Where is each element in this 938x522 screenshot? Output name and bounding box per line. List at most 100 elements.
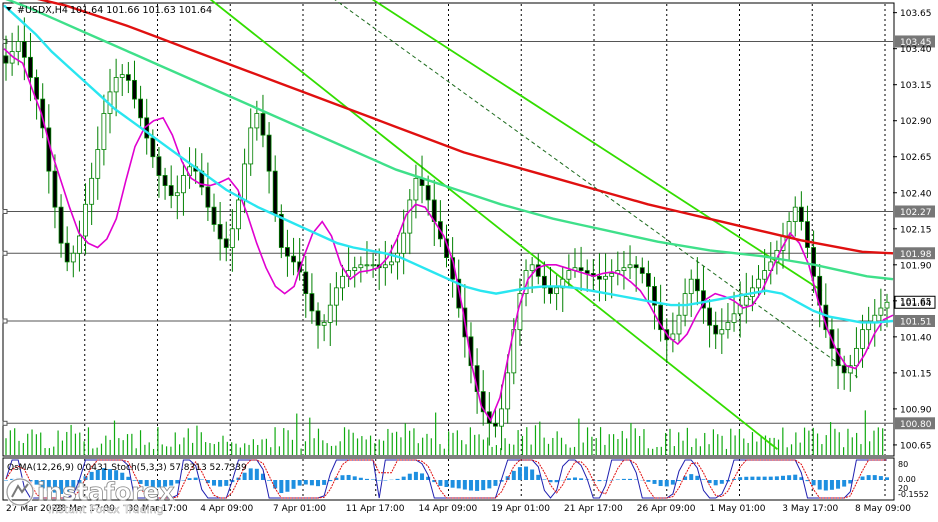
candle-body [885, 302, 889, 308]
osma-bar [493, 480, 497, 486]
time-label: 19 Apr 01:00 [491, 504, 550, 514]
candle-body [677, 315, 681, 334]
level-marker [3, 421, 7, 425]
osma-bar [310, 480, 314, 485]
price-tick-label: 102.90 [900, 117, 932, 127]
price-axis: 103.65103.40103.15102.90102.65102.40102.… [893, 9, 932, 451]
osma-bar [530, 470, 534, 481]
osma-bar [243, 473, 247, 480]
candle-body [861, 330, 865, 349]
logo-tagline: Instant Forex Trading [48, 503, 164, 516]
osma-bar [677, 480, 681, 481]
candle-body [763, 271, 767, 280]
level-marker [3, 319, 7, 323]
candle-body [579, 268, 583, 271]
osma-bar [542, 479, 546, 480]
osma-bar [402, 477, 406, 480]
osma-bar [830, 480, 834, 490]
candle-body [77, 236, 81, 253]
candle-body [316, 311, 320, 325]
osma-bar [787, 475, 791, 480]
candle-body [28, 57, 32, 77]
candle-body [597, 276, 601, 279]
osma-bar [701, 479, 705, 480]
header: #USDX,H4 101.64 101.66 101.63 101.64 [6, 5, 212, 16]
osma-bar [469, 480, 473, 491]
candle-body [126, 75, 130, 81]
osma-bar [408, 474, 412, 480]
time-label: 8 May 09:00 [855, 504, 911, 514]
osma-bar [463, 480, 467, 490]
osma-bar [438, 480, 442, 486]
osma-bar [646, 480, 650, 482]
candle-body [799, 207, 803, 221]
candle-body [426, 186, 430, 200]
osma-bar [359, 478, 363, 480]
price-tick-label: 100.65 [900, 441, 932, 451]
candle-body [689, 279, 693, 293]
osma-bar [671, 480, 675, 485]
candle-body [84, 204, 88, 236]
candle-body [732, 314, 736, 323]
osma-bar [518, 467, 522, 480]
candle-body [334, 288, 338, 305]
candle-body [102, 114, 106, 150]
time-label: 3 May 17:00 [782, 504, 838, 514]
candle-body [389, 262, 393, 265]
candle-body [139, 99, 143, 118]
osma-bar [836, 480, 840, 489]
osma-bar [536, 475, 540, 480]
osma-bar [420, 473, 424, 480]
time-label: 7 Apr 01:00 [273, 504, 326, 514]
osma-bar [732, 479, 736, 480]
candle-body [714, 325, 718, 334]
candle-body [530, 265, 534, 271]
logo-brand: instaforex [37, 478, 175, 506]
osma-bar [695, 476, 699, 480]
candle-body [206, 187, 210, 207]
price-tick-label: 102.40 [900, 189, 932, 199]
osma-bar [812, 480, 816, 485]
time-label: 14 Apr 09:00 [419, 504, 478, 514]
candle-body [120, 75, 124, 78]
candle-body [163, 175, 167, 185]
candle-body [640, 268, 644, 274]
osma-bar [861, 477, 865, 481]
candle-body [157, 157, 161, 176]
osma-bar [365, 479, 369, 480]
osma-bar [292, 480, 296, 489]
osma-bar [255, 469, 259, 480]
candle-body [328, 305, 332, 322]
osma-bar [512, 471, 516, 480]
osma-bar [738, 477, 742, 480]
level-marker [3, 251, 7, 255]
candle-body [365, 265, 369, 266]
osma-bar [781, 476, 785, 480]
osma-bar [653, 480, 657, 484]
candle-body [493, 423, 497, 426]
candle-body [236, 200, 240, 229]
candle-body [261, 114, 265, 136]
candle-body [879, 308, 883, 315]
candle-body [555, 288, 559, 294]
price-tick-label: 100.90 [900, 405, 932, 415]
osma-bar [298, 480, 302, 486]
osma-bar [665, 480, 669, 486]
price-tick-label: 103.15 [900, 81, 932, 91]
candle-body [292, 256, 296, 262]
time-label: 1 May 01:00 [710, 504, 766, 514]
osma-bar [714, 480, 718, 485]
osma-bar [4, 480, 8, 481]
candle-body [408, 200, 412, 233]
osma-bar [304, 480, 308, 484]
time-label: 21 Apr 17:00 [564, 504, 623, 514]
candle-body [506, 373, 510, 409]
osma-bar [873, 475, 877, 480]
candle-body [726, 322, 730, 329]
candle-body [16, 41, 20, 51]
candle-body [255, 114, 259, 128]
osma-bar [475, 480, 479, 491]
candle-body [4, 56, 8, 63]
osma-bar [347, 475, 351, 480]
